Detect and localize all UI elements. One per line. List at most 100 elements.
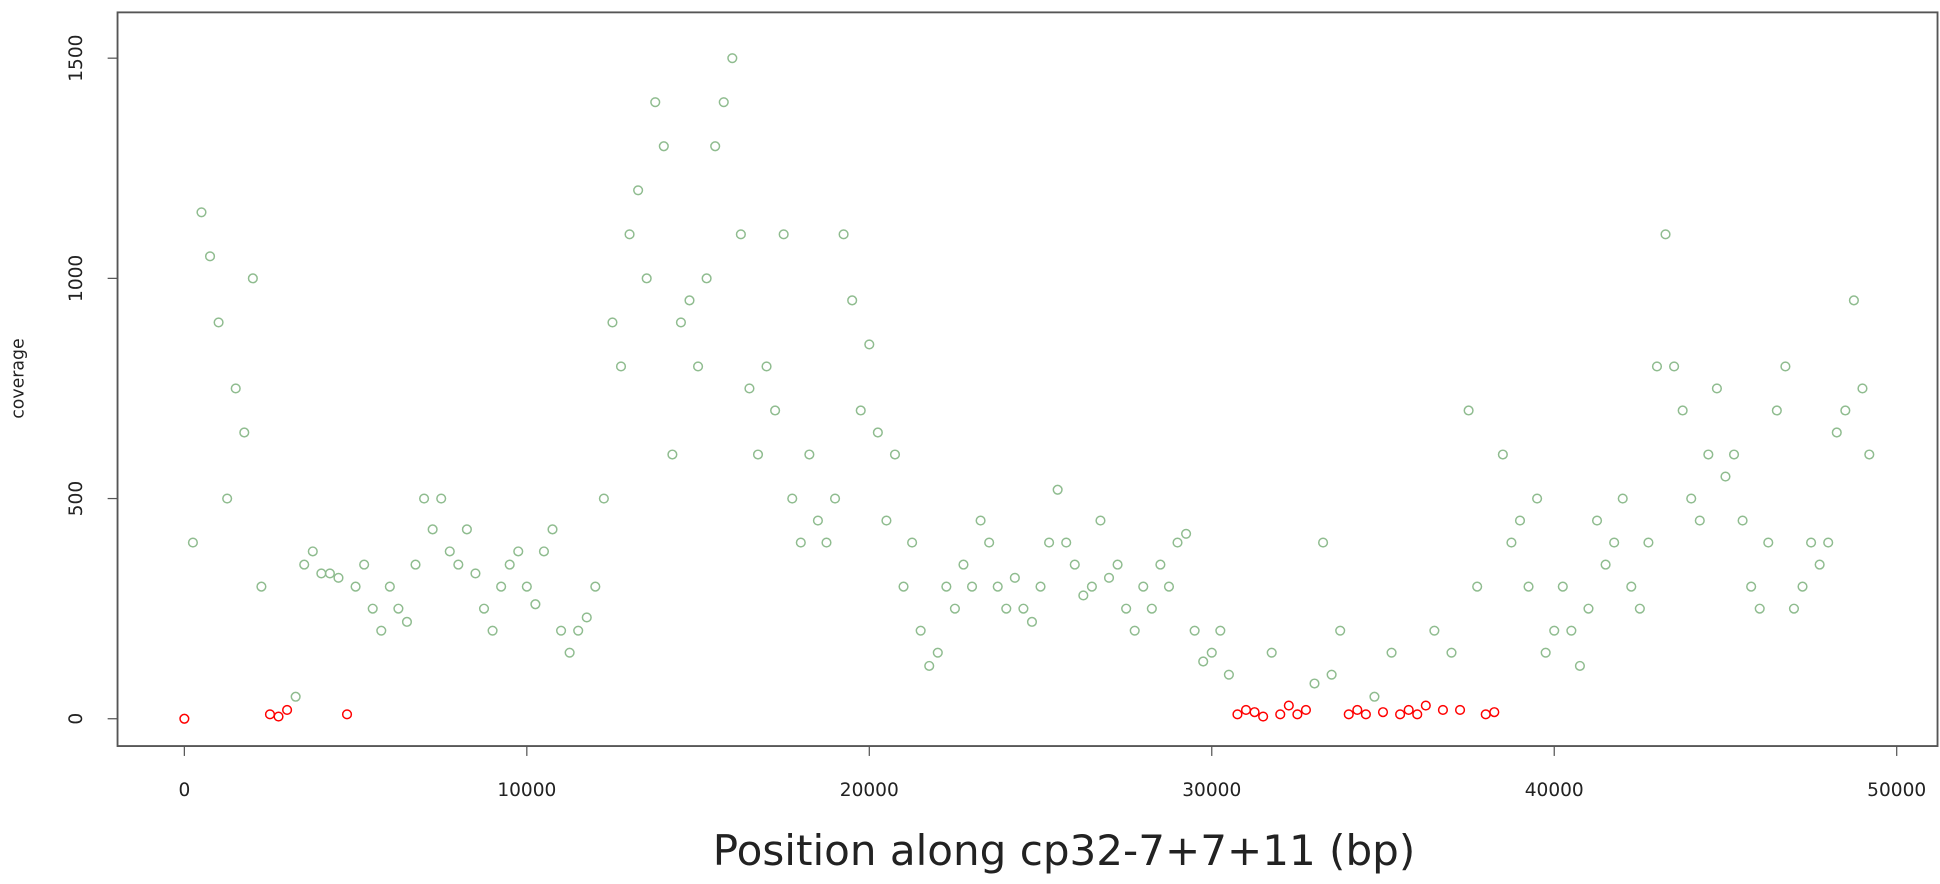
data-point [752,449,764,460]
data-point [496,581,507,592]
data-point [924,660,935,671]
data-point [1763,537,1774,548]
data-point [1266,647,1277,658]
data-point [256,581,267,592]
data-point [333,572,344,583]
data-point [1052,484,1063,495]
data-point [461,524,472,535]
data-point [1283,700,1294,711]
data-point [1848,295,1859,306]
data-point [1112,559,1123,570]
data-point [564,647,575,658]
data-point [1574,660,1585,671]
data-point [436,493,447,504]
data-point [941,581,952,592]
data-point [812,515,823,526]
data-point [487,625,498,636]
data-point [1429,625,1440,636]
data-point [1146,603,1157,614]
data-point [350,581,361,592]
data-point [735,229,746,240]
data-point [1352,704,1363,716]
data-point [1857,383,1868,394]
data-point [419,493,430,504]
data-point [692,361,704,372]
y-tick-label: 0 [66,713,87,725]
data-point [710,141,721,152]
data-point [1395,709,1406,720]
data-point [1651,361,1663,372]
data-point [1643,537,1654,548]
data-point [367,603,378,614]
data-point [1532,493,1543,504]
data-point [359,559,370,570]
data-point [1523,581,1534,592]
data-point [324,568,335,579]
data-point [1754,603,1765,614]
data-point [1566,625,1577,636]
data-point [401,616,413,627]
data-point [1472,581,1483,592]
data-point [1095,515,1106,526]
data-point [975,515,986,526]
data-point [204,251,216,262]
data-point [1737,515,1748,526]
data-point [1369,691,1380,702]
data-point [1831,427,1842,438]
data-point [821,537,832,548]
data-point [804,449,815,460]
data-point [1412,709,1423,720]
data-point [222,493,233,504]
data-point [478,603,490,614]
data-point [624,229,635,240]
y-tick-label: 500 [66,481,87,516]
data-point [538,546,550,557]
data-point [290,691,301,702]
data-point [675,317,687,328]
x-tick-label: 0 [178,780,190,801]
data-point [1788,603,1800,614]
data-point [1617,493,1628,504]
data-point [1360,709,1371,720]
data-point [1163,581,1175,592]
y-tick-label: 1000 [66,255,87,302]
data-point [1018,603,1029,614]
data-point [1189,625,1200,636]
data-point [282,704,293,716]
data-point [1728,449,1740,460]
data-point [1223,669,1234,680]
data-point [838,229,849,240]
data-point [915,625,926,636]
data-point [1823,537,1834,548]
data-point [590,581,601,592]
data-point [196,207,207,218]
data-point [949,603,960,614]
data-point [641,273,652,284]
data-point [864,339,875,350]
y-tick-label: 1500 [66,35,87,82]
data-point [1326,669,1337,680]
data-point [1309,678,1320,689]
data-point [1660,229,1671,240]
x-tick-label: 20000 [840,780,899,801]
data-point [1686,493,1697,504]
x-tick-label: 10000 [497,780,556,801]
data-point [1181,528,1192,539]
data-point [829,493,841,504]
data-point [907,537,918,548]
data-point [984,537,995,548]
data-point [795,537,806,548]
data-point [932,647,943,658]
data-point [1155,559,1166,570]
data-point [1583,603,1594,614]
data-point [1215,625,1226,636]
data-point [992,581,1003,592]
data-point [701,273,712,284]
data-point [1069,559,1080,570]
data-point [1497,449,1508,460]
data-point [299,559,310,570]
x-tick-label: 30000 [1182,780,1241,801]
data-point [213,317,224,328]
